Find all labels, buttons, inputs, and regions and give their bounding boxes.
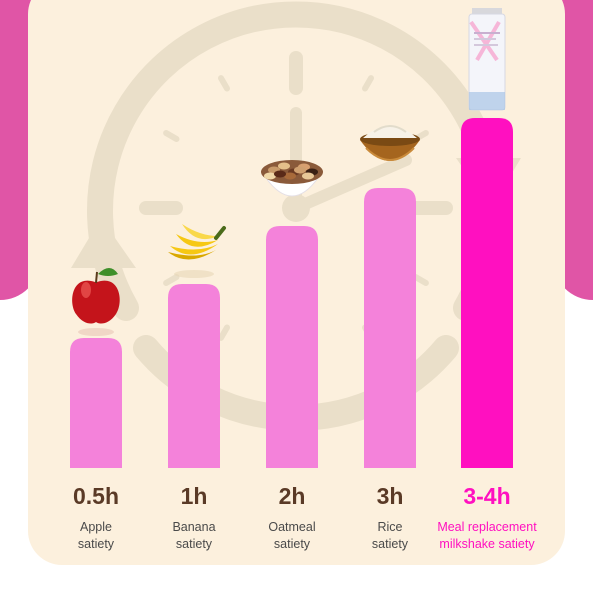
category-label-5-line-1: Meal replacement xyxy=(437,520,537,534)
apple-icon xyxy=(72,268,120,336)
category-label-4-line-2: satiety xyxy=(372,537,409,551)
value-label-4: 3h xyxy=(377,483,404,509)
rice-bowl-icon xyxy=(360,125,420,161)
category-label-1-line-1: Apple xyxy=(80,520,112,534)
value-label-3: 2h xyxy=(279,483,306,509)
labels: 0.5h Apple satiety 1h Banana satiety 2h Oatmeal… xyxy=(73,483,537,551)
value-label-2: 1h xyxy=(181,483,208,509)
value-label-1: 0.5h xyxy=(73,483,119,509)
bar-5 xyxy=(461,118,513,468)
bar-4 xyxy=(364,188,416,468)
category-label-2-line-1: Banana xyxy=(172,520,215,534)
bar-1 xyxy=(70,338,122,468)
milkshake-bottle-icon xyxy=(468,8,506,111)
category-label-4-line-1: Rice xyxy=(377,520,402,534)
bar-2 xyxy=(168,284,220,468)
category-label-5-line-2: milkshake satiety xyxy=(439,537,535,551)
satiety-bar-chart: 0.5h Apple satiety 1h Banana satiety 2h Oatmeal… xyxy=(70,1,537,551)
bar-3 xyxy=(266,226,318,468)
bars xyxy=(70,118,513,468)
category-label-2-line-2: satiety xyxy=(176,537,213,551)
category-label-3-line-1: Oatmeal xyxy=(268,520,315,534)
chart-panel: 0.5h Apple satiety 1h Banana satiety 2h Oatmeal… xyxy=(28,0,565,565)
category-label-3-line-2: satiety xyxy=(274,537,311,551)
bar-icons xyxy=(72,8,506,336)
category-label-1-line-2: satiety xyxy=(78,537,115,551)
banana-icon xyxy=(168,224,226,278)
value-label-5: 3-4h xyxy=(463,483,510,509)
oatmeal-bowl-icon xyxy=(261,160,323,197)
